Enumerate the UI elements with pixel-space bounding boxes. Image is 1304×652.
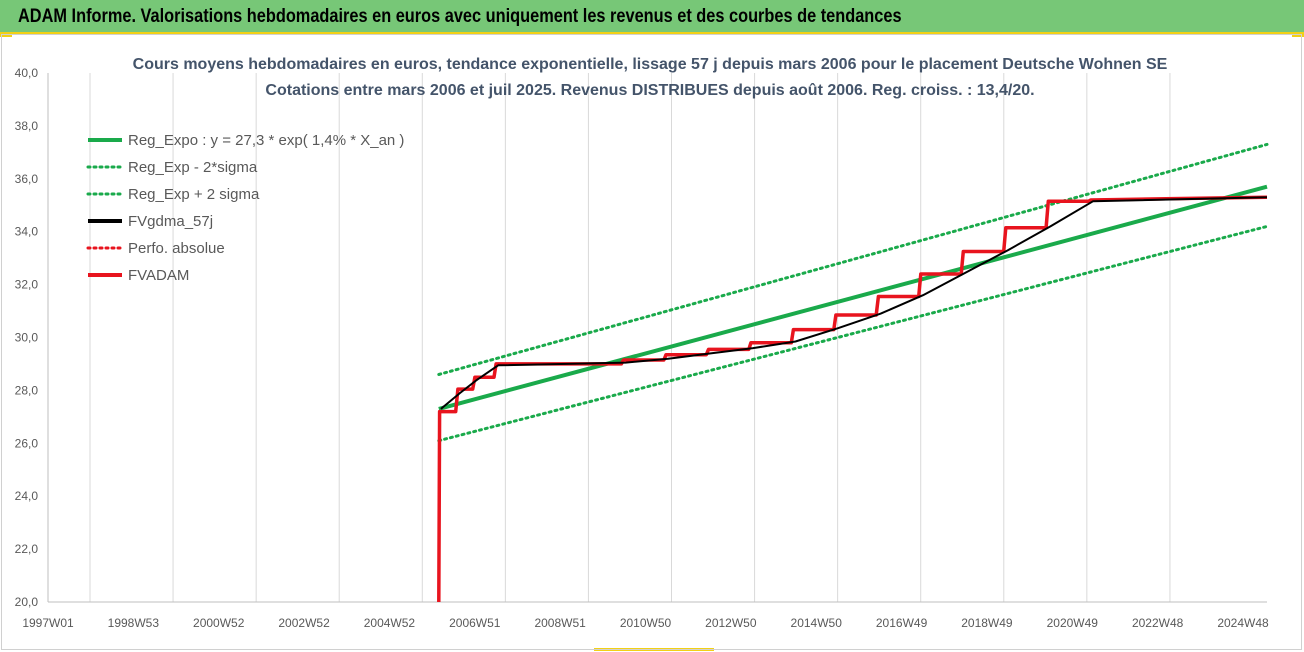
x-tick-label: 2004W52	[364, 616, 416, 630]
legend-label: Reg_Exp + 2 sigma	[128, 186, 260, 203]
x-tick-label: 2020W49	[1047, 616, 1099, 630]
series-line-2	[437, 142, 1269, 376]
chart-frame	[1, 34, 1302, 650]
x-tick-label: 2008W51	[534, 616, 586, 630]
legend: Reg_Expo : y = 27,3 * exp( 1,4% * X_an )…	[86, 132, 404, 284]
y-tick-label: 38,0	[15, 119, 39, 133]
y-tick-label: 34,0	[15, 225, 39, 239]
series-layer	[437, 142, 1269, 603]
x-tick-label: 2018W49	[961, 616, 1013, 630]
legend-label: FVADAM	[128, 267, 189, 284]
x-tick-label: 2002W52	[278, 616, 330, 630]
page-title: ADAM Informe. Valorisations hebdomadaire…	[18, 6, 902, 27]
corner-mark	[1292, 34, 1304, 37]
y-tick-label: 20,0	[15, 595, 39, 609]
corner-mark	[0, 34, 12, 37]
x-tick-label: 1998W53	[108, 616, 160, 630]
chart-subtitle: Cotations entre mars 2006 et juil 2025. …	[265, 82, 1034, 99]
title-bar: ADAM Informe. Valorisations hebdomadaire…	[0, 0, 1304, 34]
y-tick-label: 32,0	[15, 278, 39, 292]
y-tick-label: 24,0	[15, 489, 39, 503]
y-tick-label: 22,0	[15, 542, 39, 556]
legend-label: FVgdma_57j	[128, 213, 213, 230]
legend-label: Reg_Exp - 2*sigma	[128, 159, 258, 176]
series-line-0	[438, 184, 1268, 411]
chart-title: Cours moyens hebdomadaires en euros, ten…	[133, 56, 1168, 73]
x-tick-label: 1997W01	[22, 616, 74, 630]
x-tick-label: 2016W49	[876, 616, 928, 630]
y-tick-labels: 20,0 22,0 24,0 26,0 28,0 30,0 32,0 34,0 36,0 38,0…	[15, 66, 39, 609]
series-line-4	[440, 196, 1268, 410]
series-line-3	[437, 195, 1268, 603]
x-tick-label: 2012W50	[705, 616, 757, 630]
y-tick-label: 28,0	[15, 383, 39, 397]
x-tick-label: 2014W50	[791, 616, 843, 630]
y-tick-label: 36,0	[15, 172, 39, 186]
x-tick-label: 2006W51	[449, 616, 501, 630]
x-tick-label: 2024W48	[1217, 616, 1269, 630]
y-tick-label: 30,0	[15, 331, 39, 345]
grid-lines	[89, 73, 1171, 602]
y-tick-label: 26,0	[15, 436, 39, 450]
x-tick-label: 2010W50	[620, 616, 672, 630]
legend-label: Reg_Expo : y = 27,3 * exp( 1,4% * X_an )	[128, 132, 404, 149]
x-tick-label: 2000W52	[193, 616, 245, 630]
legend-label: Perfo. absolue	[128, 240, 225, 257]
x-tick-label: 2022W48	[1132, 616, 1184, 630]
x-tick-labels: 1997W01 1998W53 2000W52 2002W52 2004W52 2006W…	[22, 616, 1269, 630]
y-tick-label: 40,0	[15, 66, 39, 80]
series-line-1	[437, 224, 1269, 443]
